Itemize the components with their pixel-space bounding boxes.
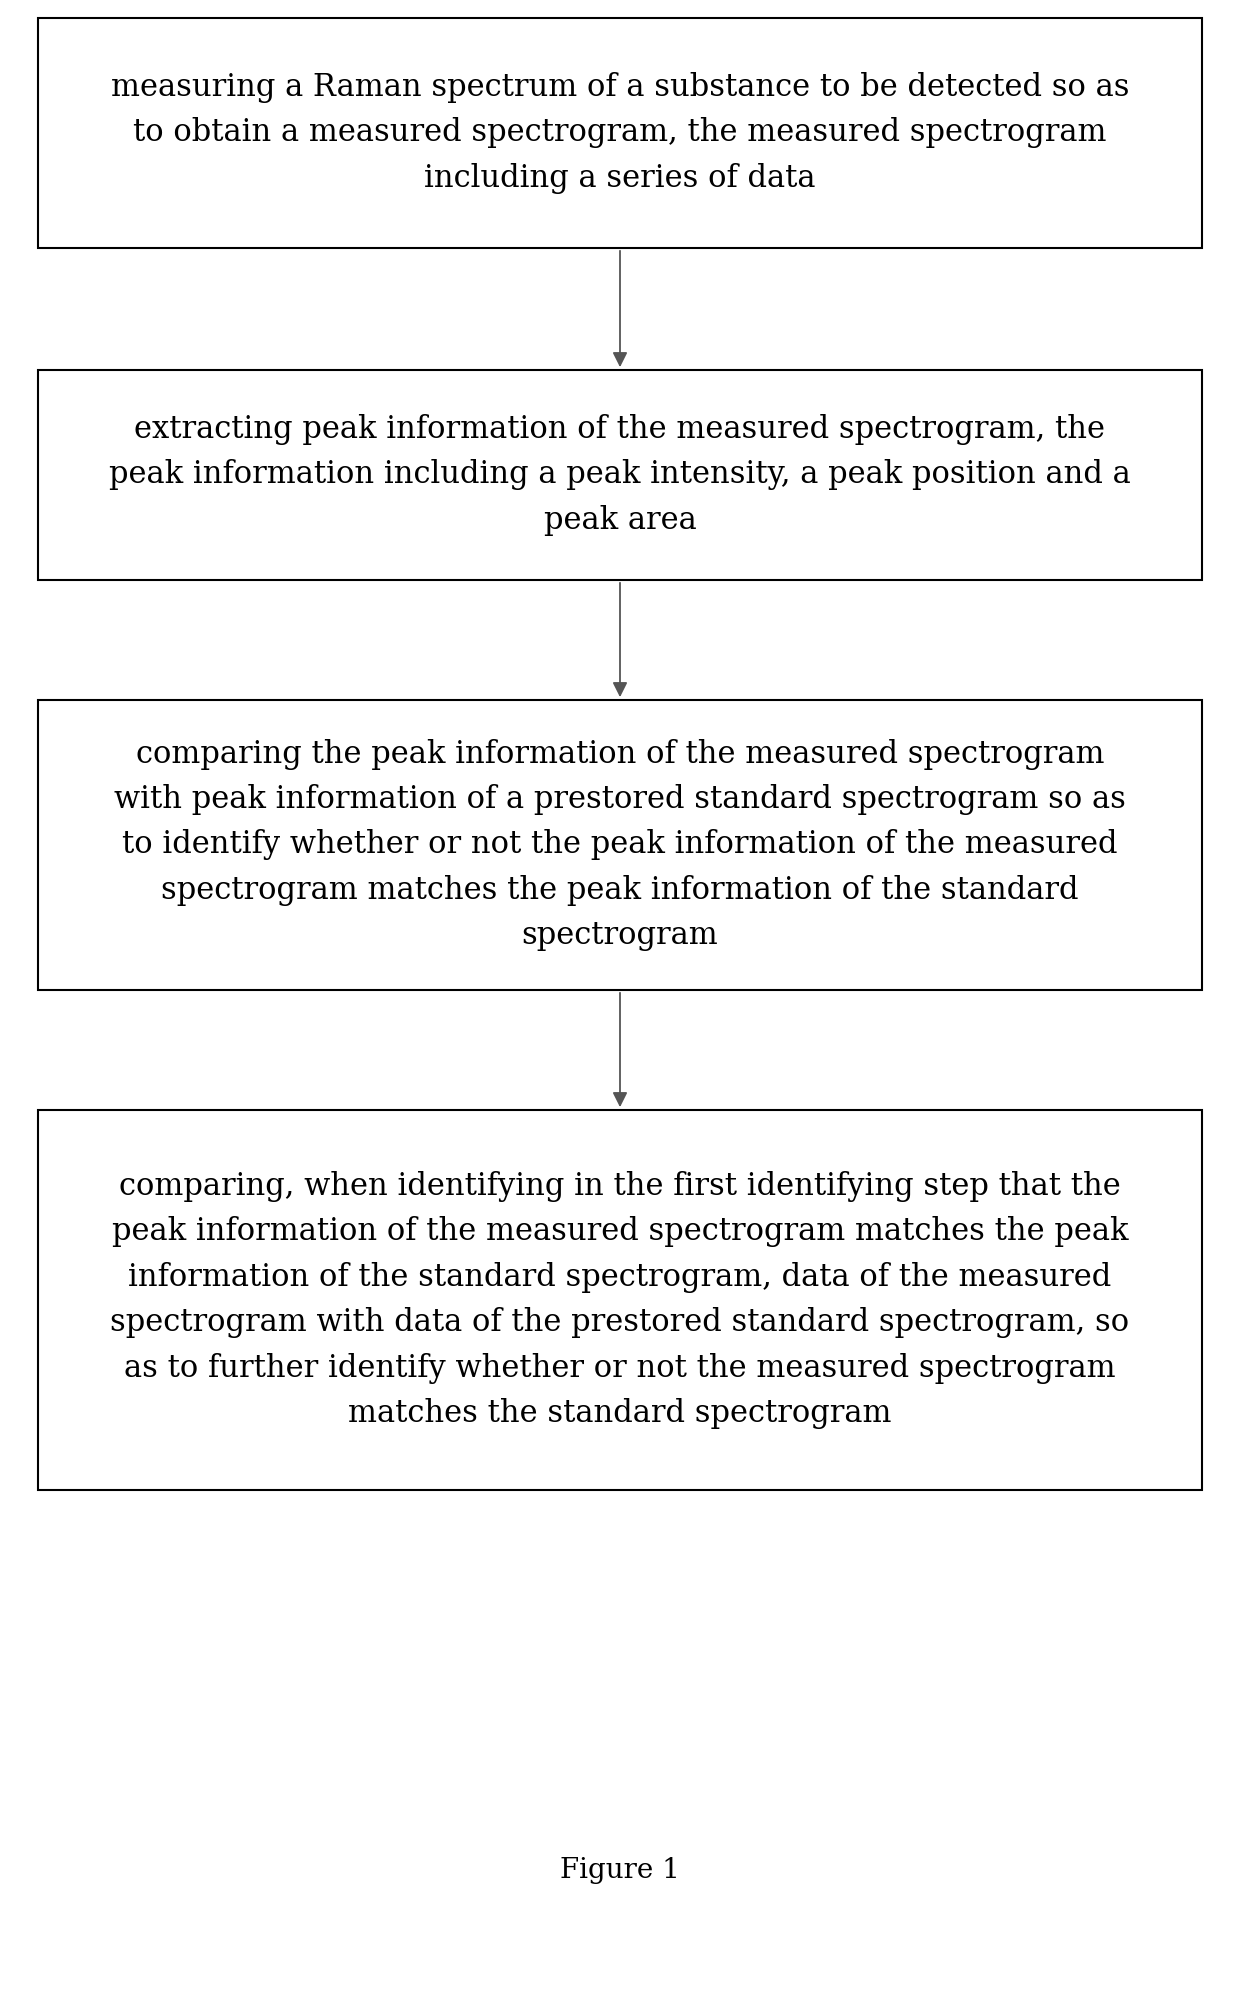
Bar xyxy=(38,369,1202,581)
Text: Figure 1: Figure 1 xyxy=(560,1857,680,1883)
Text: comparing, when identifying in the first identifying step that the
peak informat: comparing, when identifying in the first… xyxy=(110,1171,1130,1428)
Bar xyxy=(38,1109,1202,1490)
Text: comparing the peak information of the measured spectrogram
with peak information: comparing the peak information of the me… xyxy=(114,738,1126,952)
Bar xyxy=(38,700,1202,990)
Bar xyxy=(38,18,1202,247)
Text: extracting peak information of the measured spectrogram, the
peak information in: extracting peak information of the measu… xyxy=(109,415,1131,537)
Text: measuring a Raman spectrum of a substance to be detected so as
to obtain a measu: measuring a Raman spectrum of a substanc… xyxy=(110,72,1130,194)
